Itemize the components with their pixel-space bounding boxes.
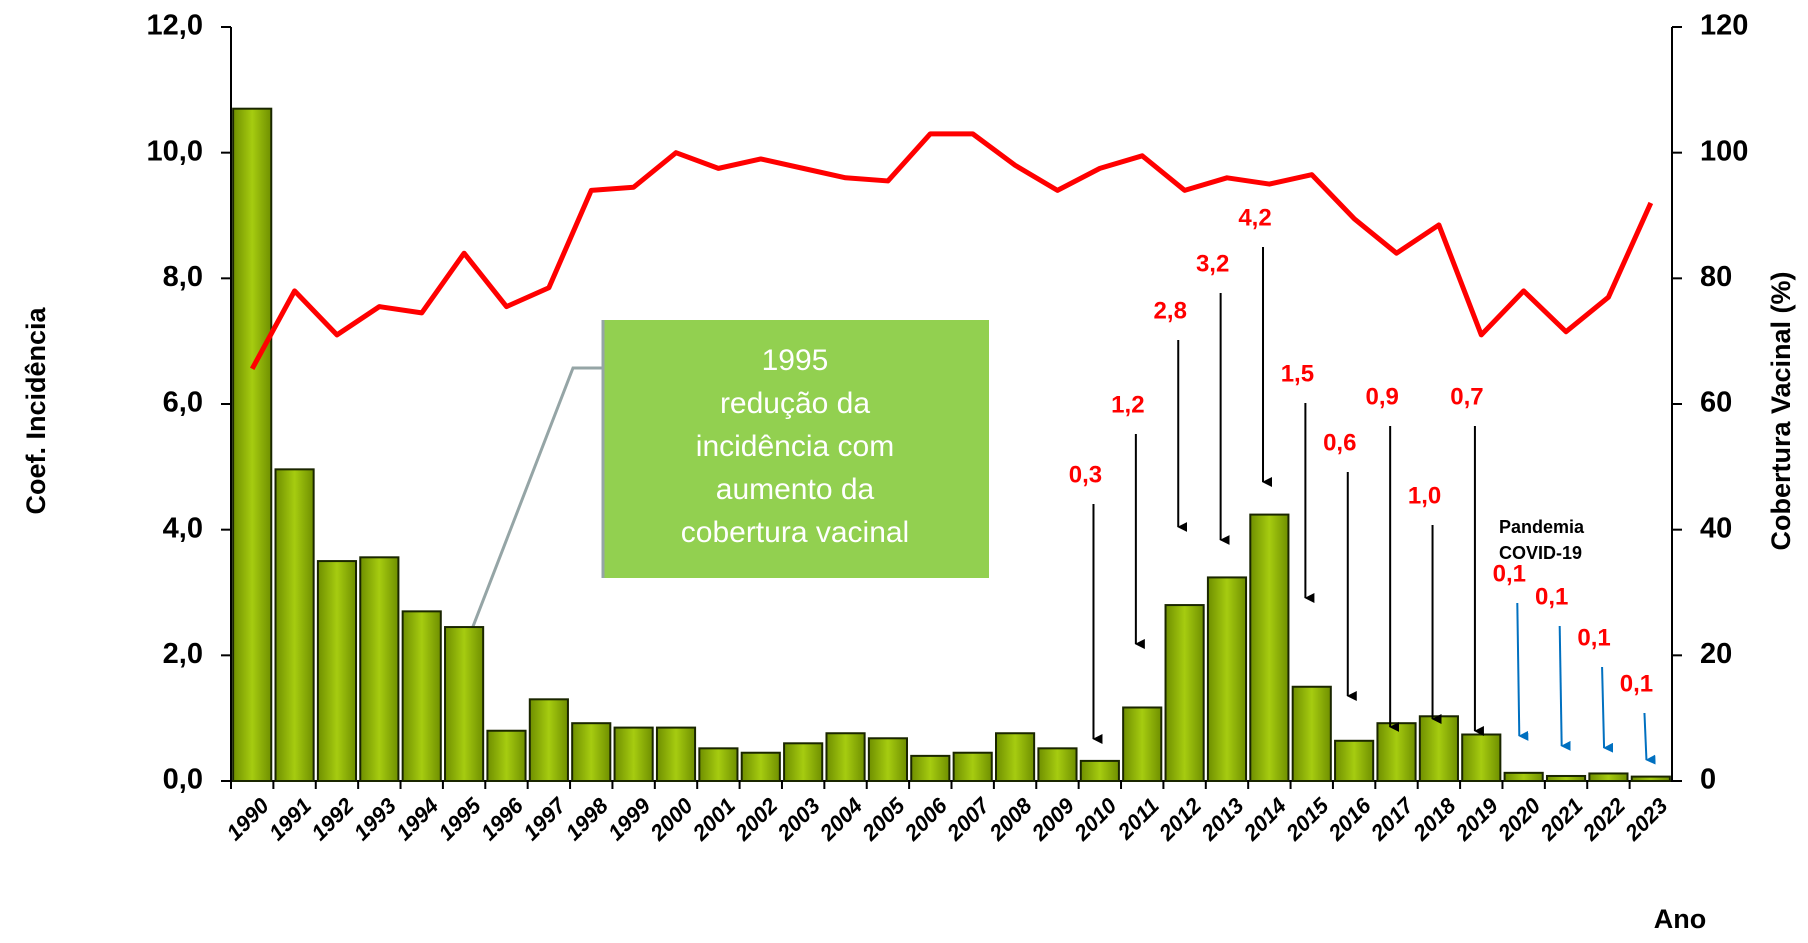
value-label: 0,6 <box>1323 429 1356 456</box>
pandemic-note: COVID-19 <box>1499 543 1582 563</box>
bar <box>1461 733 1502 783</box>
bar <box>740 751 781 782</box>
bar <box>825 732 866 782</box>
bar <box>1503 771 1544 782</box>
annotation-connector <box>465 366 602 643</box>
bar <box>486 729 527 783</box>
y-tick-label: 10,0 <box>147 135 203 167</box>
value-label: 3,2 <box>1196 250 1229 277</box>
bar <box>698 747 739 782</box>
pandemic-note: Pandemia <box>1499 517 1585 537</box>
bar <box>1249 513 1290 782</box>
bar <box>1545 774 1587 782</box>
y-tick-label: 8,0 <box>163 261 203 293</box>
value-label: 2,8 <box>1154 297 1187 324</box>
annotation-arrow <box>1643 712 1656 765</box>
value-label: 0,3 <box>1069 461 1102 488</box>
bar <box>359 556 400 783</box>
y2-tick-label: 40 <box>1700 512 1732 544</box>
bar <box>232 107 273 782</box>
annotation-arrow <box>1516 602 1529 741</box>
value-label: 0,1 <box>1577 624 1610 651</box>
y2-tick-label: 120 <box>1700 10 1748 42</box>
bar <box>1376 722 1417 783</box>
y2-tick-label: 0 <box>1700 764 1716 796</box>
y-tick-label: 12,0 <box>147 10 203 42</box>
value-label: 1,0 <box>1408 482 1441 509</box>
bar <box>571 722 612 783</box>
y-tick-label: 6,0 <box>163 387 203 419</box>
bar <box>1079 759 1120 782</box>
annotation-text: aumento da <box>716 473 875 506</box>
bar <box>995 732 1036 782</box>
annotation-arrow <box>1601 666 1614 753</box>
bar <box>1037 747 1078 782</box>
bar <box>1122 706 1163 782</box>
line <box>249 131 1654 371</box>
bar <box>1588 772 1629 783</box>
bar <box>528 698 569 782</box>
value-label: 0,9 <box>1365 383 1398 410</box>
y-tick-label: 4,0 <box>163 512 203 544</box>
y-tick-label: 2,0 <box>163 638 203 670</box>
bar <box>1418 715 1459 783</box>
bar <box>444 626 485 783</box>
annotation-text: redução da <box>720 387 870 420</box>
bar <box>783 742 824 782</box>
bar <box>655 726 697 783</box>
y-tick-label: 0,0 <box>163 764 203 796</box>
value-label: 0,1 <box>1493 560 1526 587</box>
x-axis-title: Ano <box>1654 904 1706 934</box>
annotation-box <box>602 320 989 578</box>
y-axis-title: Coef. Incidência <box>21 306 51 514</box>
annotation-text: 1995 <box>762 344 829 377</box>
value-label: 0,7 <box>1450 383 1483 410</box>
value-label: 1,5 <box>1281 360 1314 387</box>
value-label: 0,1 <box>1620 670 1653 697</box>
bar <box>316 560 358 782</box>
bar <box>1206 576 1248 782</box>
bar <box>1334 739 1375 783</box>
y2-tick-label: 60 <box>1700 387 1732 419</box>
bar <box>1291 685 1332 782</box>
bar <box>401 610 442 782</box>
y2-tick-label: 100 <box>1700 135 1748 167</box>
y2-tick-label: 20 <box>1700 638 1732 670</box>
annotation-text: incidência com <box>696 430 894 463</box>
annotation-arrow <box>1558 625 1571 751</box>
y2-axis-title: Cobertura Vacinal (%) <box>1766 271 1796 550</box>
value-label: 1,2 <box>1111 391 1144 418</box>
value-label: 4,2 <box>1238 204 1271 231</box>
bar <box>1164 604 1205 782</box>
bar <box>274 468 315 782</box>
bar <box>952 751 993 782</box>
bar <box>613 726 654 783</box>
y2-tick-label: 80 <box>1700 261 1732 293</box>
value-label: 0,1 <box>1535 583 1568 610</box>
bar <box>910 754 951 782</box>
bar <box>1630 775 1671 783</box>
bar <box>867 737 908 782</box>
annotation-text: cobertura vacinal <box>681 516 909 549</box>
